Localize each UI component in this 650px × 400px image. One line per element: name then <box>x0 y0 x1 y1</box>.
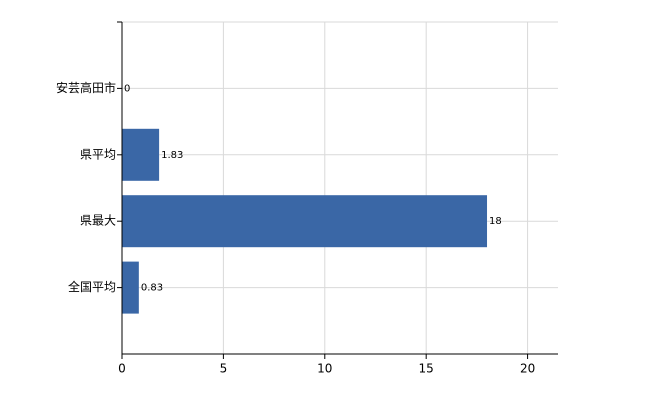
y-tick-label: 県平均 <box>80 147 116 161</box>
x-tick-label: 20 <box>520 362 535 376</box>
y-tick-label: 県最大 <box>80 214 116 228</box>
bar <box>122 261 139 314</box>
bar <box>122 195 488 248</box>
x-tick-label: 5 <box>220 362 228 376</box>
value-label: 0 <box>124 83 130 94</box>
y-tick-label: 全国平均 <box>68 279 116 294</box>
x-tick-label: 0 <box>118 362 126 376</box>
value-label: 1.83 <box>161 150 183 161</box>
value-label: 18 <box>489 216 502 227</box>
x-tick-label: 10 <box>317 362 332 376</box>
bar <box>122 128 160 181</box>
x-tick-label: 15 <box>419 362 434 376</box>
value-label: 0.83 <box>141 283 163 294</box>
y-tick-label: 安芸高田市 <box>56 80 116 95</box>
